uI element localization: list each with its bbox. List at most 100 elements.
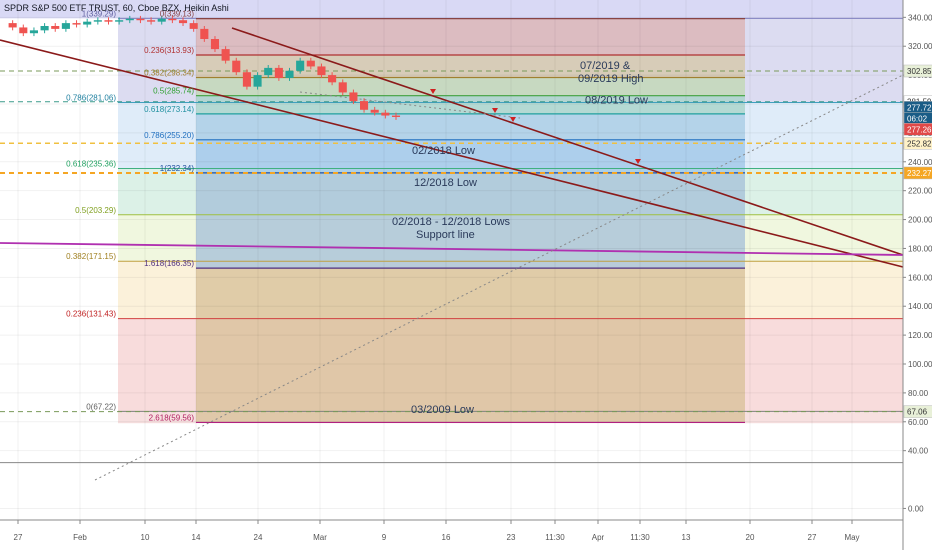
time-tick-label: 14 — [192, 533, 201, 542]
annotation-text: 09/2019 High — [578, 73, 643, 85]
candle-body — [274, 67, 283, 78]
candle-body — [296, 60, 305, 71]
fib-lower-zone — [196, 95, 745, 114]
price-tick-label: 240.00 — [908, 158, 932, 167]
trend-lines — [0, 27, 904, 481]
fib-lower-label: 1(232.34) — [160, 164, 195, 173]
candle-body — [306, 60, 315, 67]
candle-body — [178, 20, 188, 24]
candle-body — [29, 30, 38, 34]
fib-lower-label: 2.618(59.56) — [149, 413, 195, 422]
candle-body — [40, 26, 49, 31]
fib-labels: 1(339.29) 0.786(281.06) 0.618(235.36) 0.5(2… — [66, 9, 194, 422]
price-tag-bg — [903, 166, 932, 180]
price-series — [8, 15, 401, 120]
price-tag-bg — [903, 137, 932, 150]
fib-lower-label: 0(339.13) — [160, 10, 195, 19]
fib-upper-label: 0.5(203.29) — [75, 206, 116, 215]
price-tick-label: 80.00 — [908, 389, 929, 398]
time-tick-label: 10 — [141, 533, 150, 542]
fib-upper-label: 0.382(171.15) — [66, 252, 116, 261]
time-tick-label: 9 — [382, 533, 387, 542]
price-tags: 302.85281.59277.7206:02277.26252.82232.2… — [903, 64, 932, 418]
fib-upper-label: 0.786(281.06) — [66, 93, 116, 102]
arrow-marker-icon — [635, 159, 641, 164]
fib-lower-zone — [196, 139, 745, 173]
candle-body — [200, 28, 209, 39]
fib-lower-label: 0.5(285.74) — [153, 87, 194, 96]
fib-lower-label: 0.382(298.34) — [144, 69, 194, 78]
candle-body — [349, 92, 358, 102]
candle-body — [136, 18, 145, 21]
annotation-text: 02/2018 - 12/2018 Lows — [392, 216, 511, 228]
candle-body — [210, 39, 220, 50]
price-tag-label: 302.85 — [907, 67, 932, 76]
candle-body — [370, 109, 379, 113]
time-tick-label: Feb — [73, 533, 87, 542]
candle-body — [8, 23, 17, 28]
candle-body — [242, 72, 251, 87]
time-tick-label: 24 — [254, 533, 263, 542]
price-tag-label: 252.82 — [907, 139, 932, 148]
fib-lower-zone — [196, 77, 745, 96]
time-axis[interactable]: 27 Feb 10 14 24 Mar 9 16 23 11:30 Apr 11:30 13 20 27 Ma… — [14, 520, 860, 542]
grid — [0, 0, 903, 521]
candle-body — [221, 49, 230, 61]
candle-body — [115, 20, 124, 22]
price-tag-label: 277.26 — [907, 125, 932, 134]
candle-body — [338, 82, 347, 93]
time-tick-label: 20 — [746, 533, 755, 542]
candle-body — [83, 21, 92, 25]
price-tag-label: 06:02 — [907, 114, 928, 123]
price-tag-label: 277.72 — [907, 103, 932, 112]
candle-body — [360, 101, 369, 110]
fib-lower-label: 0.786(255.20) — [144, 131, 194, 140]
candle-body — [93, 20, 102, 22]
annotations: 07/2019 &09/2019 High 08/2019 Low 02/2018 … — [392, 60, 648, 416]
candle-body — [19, 27, 28, 34]
candle-body — [189, 23, 198, 29]
annotation-text: 03/2009 Low — [411, 404, 474, 416]
channel-lower-line — [0, 39, 904, 268]
channel-upper-line — [231, 27, 904, 256]
arrow-marker-icon — [510, 117, 516, 122]
price-tick-label: 140.00 — [908, 302, 932, 311]
arrow-marker-icon — [492, 108, 498, 113]
annotation-text: 07/2019 & — [580, 60, 631, 72]
price-tag-bg — [903, 123, 932, 136]
candle-body — [72, 23, 81, 25]
fib-upper-label: 0.618(235.36) — [66, 159, 116, 168]
trend-dotted-line — [299, 91, 521, 119]
price-tick-label: 340.00 — [908, 13, 932, 22]
candle-body — [147, 20, 156, 22]
candle-body — [391, 115, 401, 117]
price-axis-bg — [903, 0, 932, 550]
candle-body — [61, 23, 70, 29]
fib-upper-label: 0(67.22) — [86, 402, 116, 411]
price-tick-label: 220.00 — [908, 187, 932, 196]
time-tick-label: 16 — [442, 533, 451, 542]
candle-body — [168, 18, 177, 21]
price-tag-label: 232.27 — [907, 169, 932, 178]
price-tick-label: 100.00 — [908, 360, 932, 369]
time-tick-label: 11:30 — [545, 533, 565, 542]
arrow-marker-icon — [430, 89, 436, 94]
candle-body — [51, 26, 60, 29]
annotation-text: Support line — [416, 229, 475, 241]
time-tick-label: Mar — [313, 533, 327, 542]
time-tick-label: Apr — [592, 533, 605, 542]
fib-zones-lower — [196, 18, 745, 423]
price-axis[interactable]: 0.00 40.00 60.00 80.00 100.00 120.00 140.00 160… — [902, 0, 932, 550]
trend-dotted-line — [94, 74, 904, 481]
fib-lower-zone — [196, 18, 745, 55]
time-tick-label: 11:30 — [630, 533, 650, 542]
top-band — [0, 0, 903, 19]
candle-body — [157, 18, 166, 22]
support-line — [0, 242, 904, 256]
price-tag-label: 67.06 — [907, 408, 928, 417]
fib-lower-label: 0.618(273.14) — [144, 105, 194, 114]
candle-body — [381, 112, 390, 116]
price-tick-label: 200.00 — [908, 216, 932, 225]
price-tick-label: 0.00 — [908, 504, 924, 513]
